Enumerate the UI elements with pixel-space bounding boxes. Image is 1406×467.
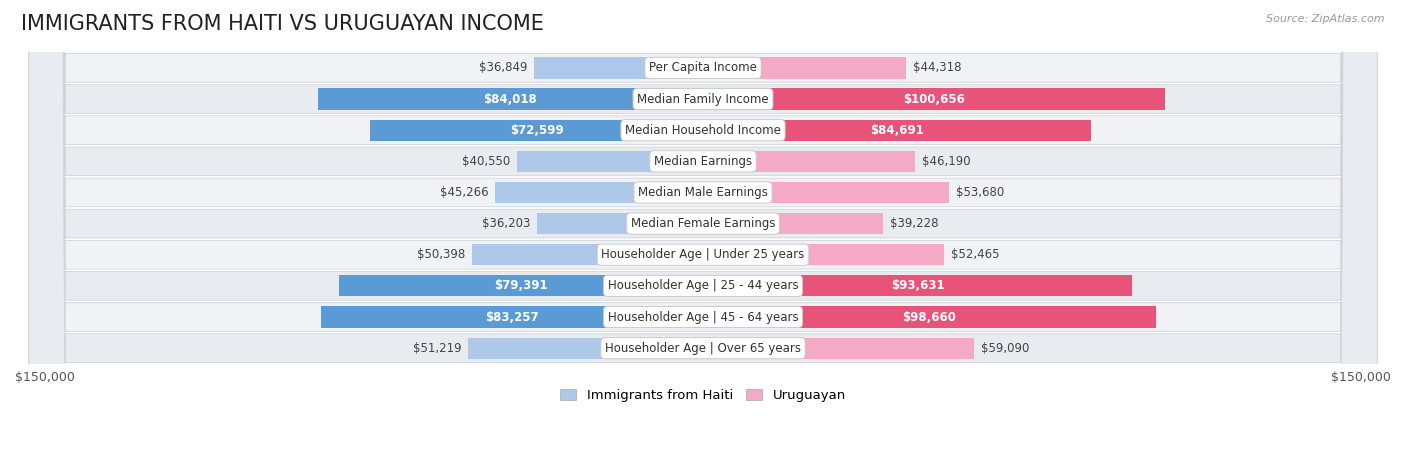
Bar [472, 244, 703, 265]
Text: Median Female Earnings: Median Female Earnings [631, 217, 775, 230]
Text: Householder Age | Over 65 years: Householder Age | Over 65 years [605, 342, 801, 354]
FancyBboxPatch shape [28, 0, 1378, 467]
FancyBboxPatch shape [28, 0, 1378, 467]
Text: $36,203: $36,203 [482, 217, 530, 230]
Text: IMMIGRANTS FROM HAITI VS URUGUAYAN INCOME: IMMIGRANTS FROM HAITI VS URUGUAYAN INCOM… [21, 14, 544, 34]
Text: $72,599: $72,599 [509, 124, 564, 137]
Text: Householder Age | 25 - 44 years: Householder Age | 25 - 44 years [607, 279, 799, 292]
FancyBboxPatch shape [28, 0, 1378, 467]
Text: $39,228: $39,228 [890, 217, 938, 230]
Bar [370, 120, 703, 141]
Bar [703, 338, 974, 359]
Bar [703, 213, 883, 234]
Bar [318, 88, 703, 110]
FancyBboxPatch shape [28, 0, 1378, 467]
Bar [495, 182, 703, 203]
FancyBboxPatch shape [28, 0, 1378, 467]
Text: $84,691: $84,691 [870, 124, 924, 137]
Text: $51,219: $51,219 [412, 342, 461, 354]
Text: $53,680: $53,680 [956, 186, 1004, 199]
FancyBboxPatch shape [28, 0, 1378, 467]
Text: Source: ZipAtlas.com: Source: ZipAtlas.com [1267, 14, 1385, 24]
Text: $100,656: $100,656 [903, 92, 965, 106]
Bar [703, 244, 943, 265]
Legend: Immigrants from Haiti, Uruguayan: Immigrants from Haiti, Uruguayan [555, 383, 851, 407]
Text: Median Earnings: Median Earnings [654, 155, 752, 168]
Bar [703, 57, 907, 78]
Text: $84,018: $84,018 [484, 92, 537, 106]
Text: Median Household Income: Median Household Income [626, 124, 780, 137]
FancyBboxPatch shape [28, 0, 1378, 467]
Bar [703, 182, 949, 203]
Bar [703, 88, 1164, 110]
Text: $79,391: $79,391 [494, 279, 548, 292]
Text: $93,631: $93,631 [891, 279, 945, 292]
Text: $98,660: $98,660 [903, 311, 956, 324]
Text: $40,550: $40,550 [463, 155, 510, 168]
Text: $50,398: $50,398 [416, 248, 465, 261]
Text: $44,318: $44,318 [912, 62, 962, 74]
Bar [703, 151, 915, 172]
FancyBboxPatch shape [28, 0, 1378, 467]
Text: Householder Age | 45 - 64 years: Householder Age | 45 - 64 years [607, 311, 799, 324]
Text: $150,000: $150,000 [1331, 371, 1391, 384]
Text: Householder Age | Under 25 years: Householder Age | Under 25 years [602, 248, 804, 261]
Text: $150,000: $150,000 [15, 371, 75, 384]
Text: $46,190: $46,190 [922, 155, 970, 168]
Bar [703, 120, 1091, 141]
Text: $52,465: $52,465 [950, 248, 1000, 261]
Text: $59,090: $59,090 [981, 342, 1029, 354]
Text: $83,257: $83,257 [485, 311, 538, 324]
FancyBboxPatch shape [28, 0, 1378, 467]
Bar [517, 151, 703, 172]
Bar [339, 275, 703, 297]
Bar [468, 338, 703, 359]
Text: Per Capita Income: Per Capita Income [650, 62, 756, 74]
Bar [703, 275, 1132, 297]
Text: $36,849: $36,849 [478, 62, 527, 74]
Bar [703, 306, 1156, 327]
Text: Median Male Earnings: Median Male Earnings [638, 186, 768, 199]
Text: $45,266: $45,266 [440, 186, 488, 199]
FancyBboxPatch shape [28, 0, 1378, 467]
Bar [537, 213, 703, 234]
Bar [321, 306, 703, 327]
Bar [534, 57, 703, 78]
Text: Median Family Income: Median Family Income [637, 92, 769, 106]
